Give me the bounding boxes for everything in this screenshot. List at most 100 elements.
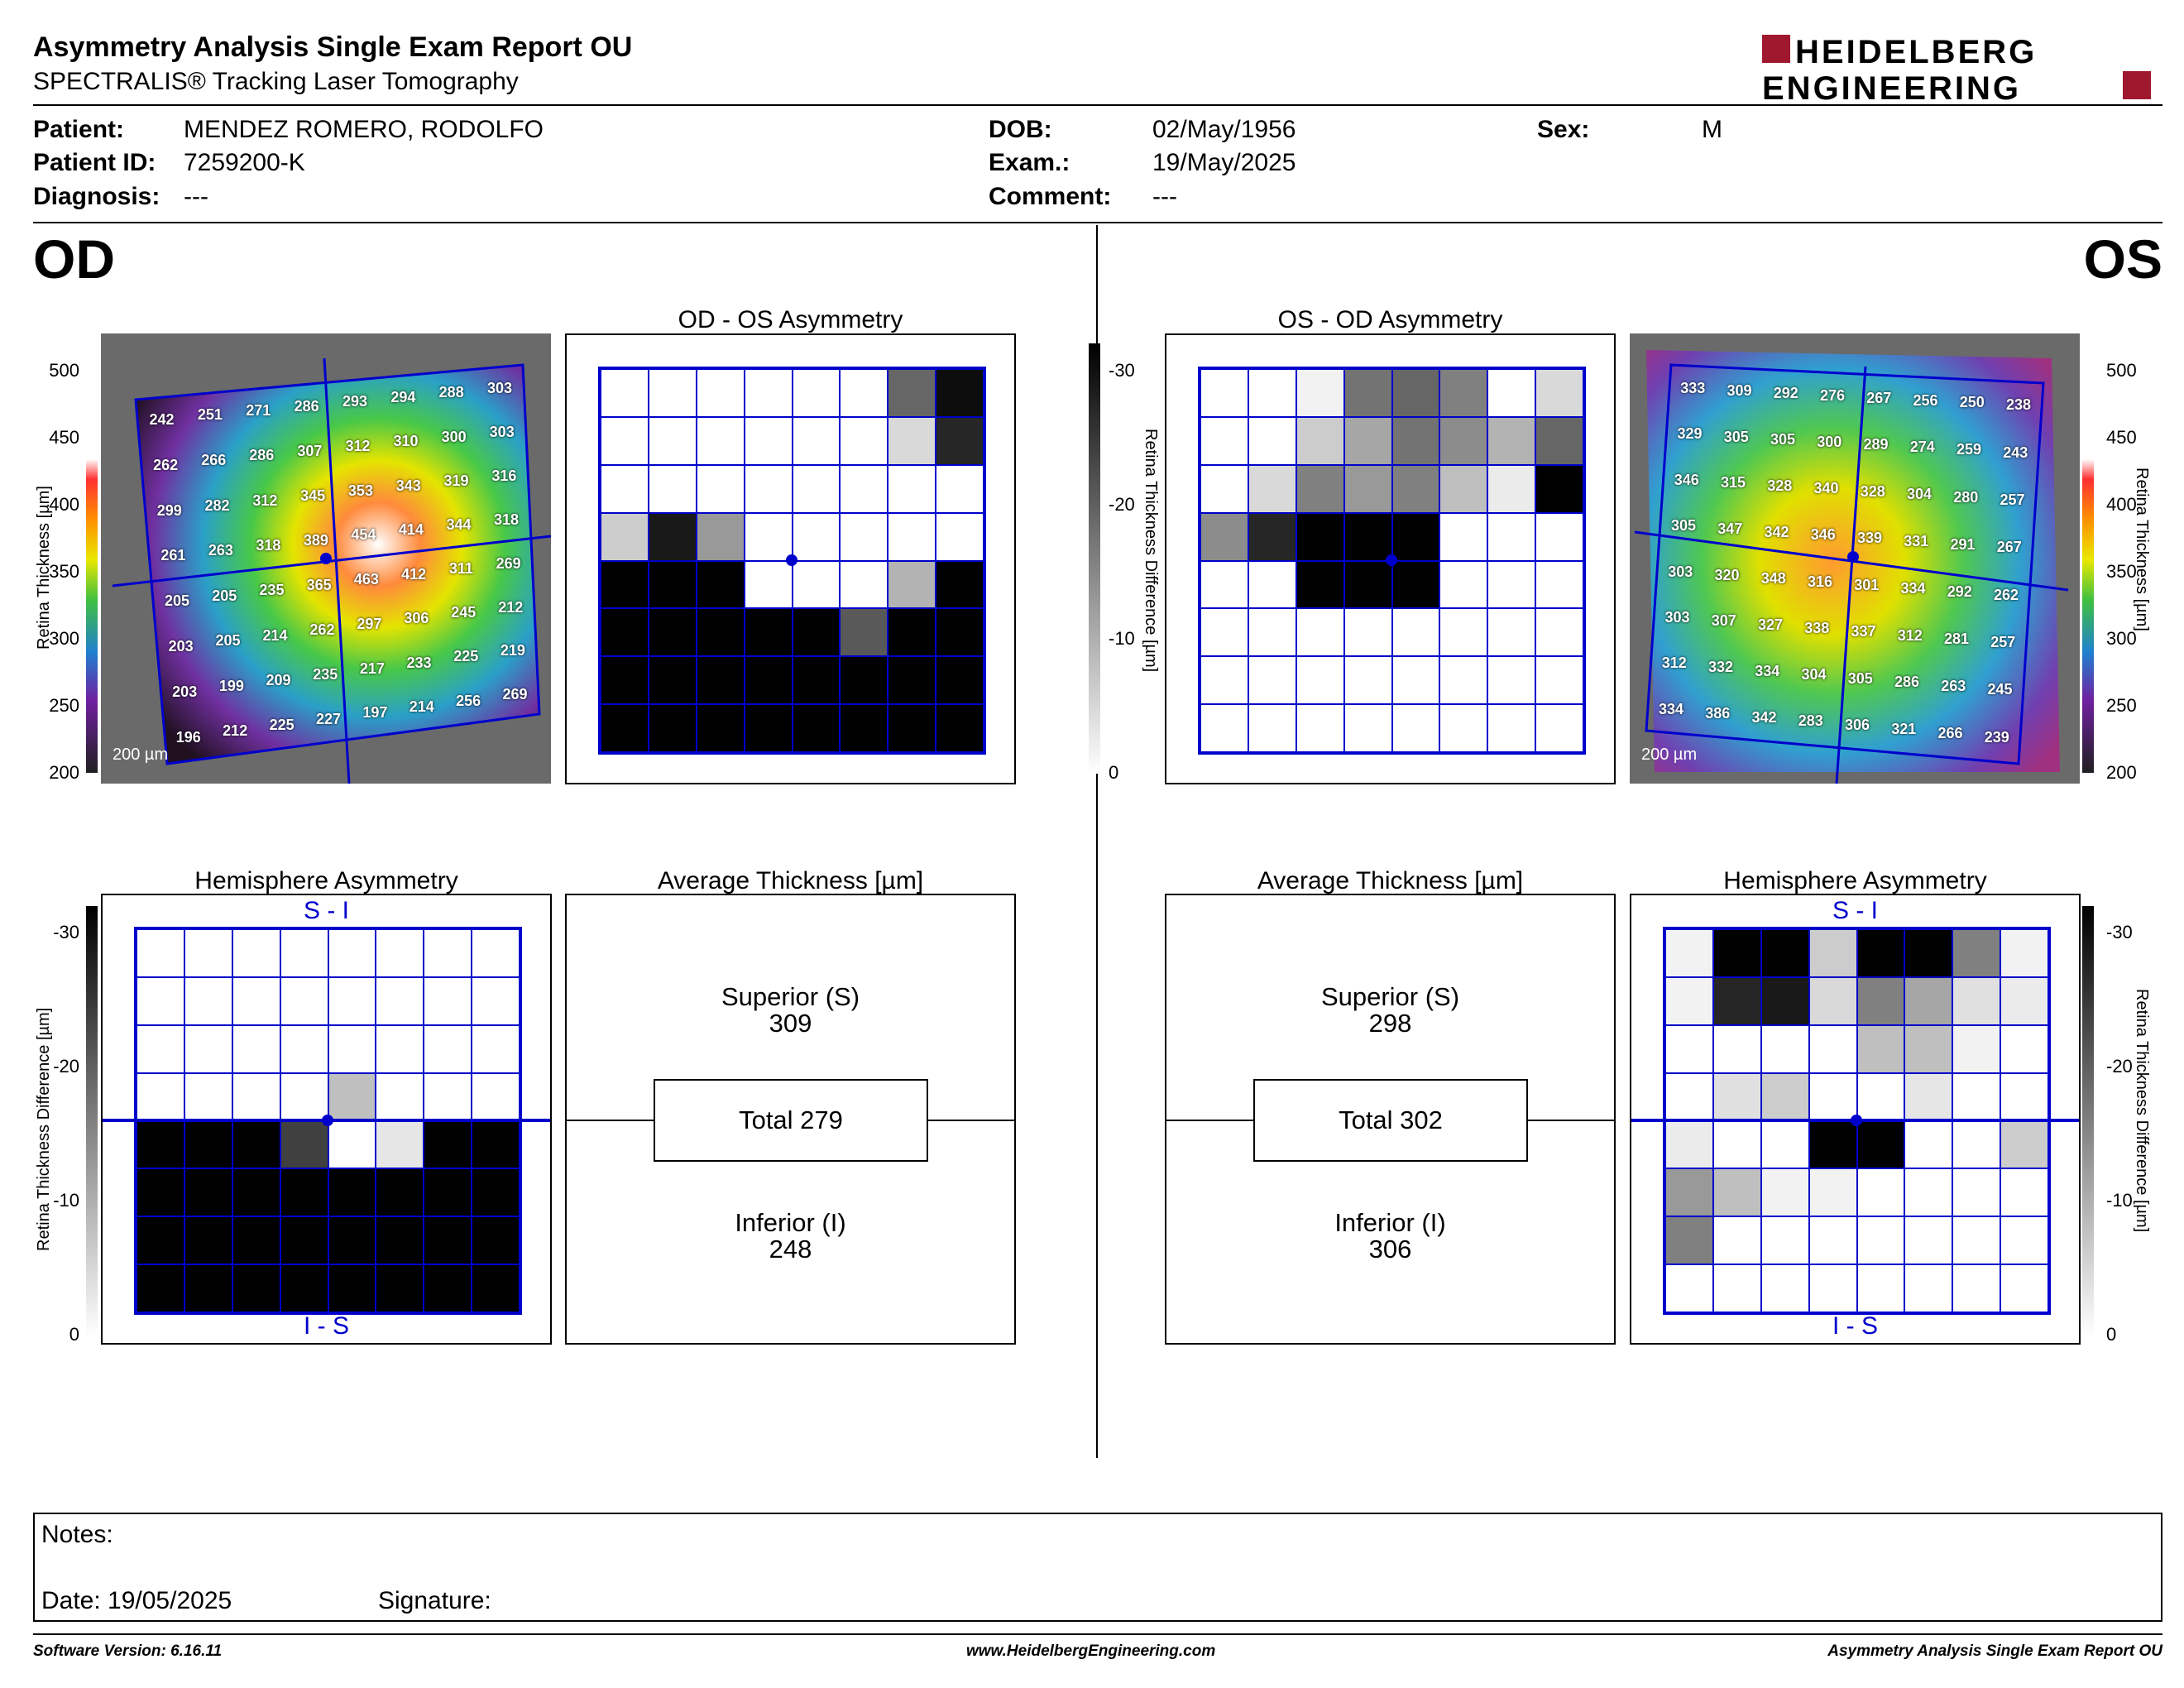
od-thickness-value: 345 bbox=[300, 487, 326, 504]
exam-label: Exam.: bbox=[989, 149, 1070, 176]
od-hemi-tick: -10 bbox=[53, 1190, 79, 1211]
os-hemisphere-cell bbox=[1904, 929, 1953, 977]
od-asymmetry-cell bbox=[696, 416, 745, 465]
os-thickness-axis-label: Retina Thickness [µm] bbox=[2133, 468, 2151, 631]
os-thickness-tick: 250 bbox=[2106, 695, 2137, 716]
od-hemi-axis-label: Retina Thickness Difference [µm] bbox=[35, 1007, 53, 1251]
os-hemisphere-cell bbox=[1808, 1072, 1857, 1121]
od-hemisphere-cell bbox=[424, 976, 472, 1025]
od-hemisphere-cell bbox=[424, 1120, 472, 1169]
od-asymmetry-cell bbox=[936, 608, 984, 657]
od-asymmetry-cell bbox=[648, 512, 697, 561]
od-asymmetry-cell bbox=[792, 512, 841, 561]
od-thickness-value: 227 bbox=[315, 710, 341, 727]
os-asymmetry-cell bbox=[1343, 369, 1392, 417]
od-asymmetry-cell bbox=[792, 464, 841, 513]
od-hemisphere-cell bbox=[376, 1216, 424, 1265]
od-thickness-value: 235 bbox=[259, 582, 285, 599]
od-thickness-tick: 450 bbox=[49, 427, 79, 448]
os-thickness-value: 305 bbox=[1670, 517, 1697, 535]
os-hemisphere-cell bbox=[1808, 1216, 1857, 1265]
od-hemisphere-cell bbox=[376, 1072, 424, 1121]
os-asymmetry-cell bbox=[1200, 704, 1248, 752]
od-thickness-value: 365 bbox=[306, 576, 332, 593]
od-hemisphere-cell bbox=[472, 1168, 520, 1217]
patient-name: MENDEZ ROMERO, RODOLFO bbox=[184, 116, 544, 143]
od-hemisphere-cell bbox=[472, 976, 520, 1025]
od-asymmetry-cell bbox=[601, 560, 649, 609]
os-hemisphere-cell bbox=[1760, 1264, 1809, 1312]
od-hemisphere-cell bbox=[184, 929, 232, 977]
od-thickness-value: 212 bbox=[498, 598, 524, 616]
od-asymmetry-cell bbox=[601, 704, 649, 752]
od-hemisphere-cell bbox=[472, 1264, 520, 1312]
od-hemisphere-cell bbox=[472, 1120, 520, 1169]
od-hemisphere-cell bbox=[376, 1024, 424, 1073]
os-asymmetry-cell bbox=[1296, 464, 1344, 513]
os-hemisphere-cell bbox=[1856, 1264, 1905, 1312]
od-thickness-value: 266 bbox=[201, 451, 227, 468]
od-asymmetry-cell bbox=[648, 656, 697, 705]
od-thickness-value: 271 bbox=[246, 402, 271, 420]
os-hemisphere-cell bbox=[1904, 1072, 1953, 1121]
od-asymmetry-grid bbox=[598, 367, 986, 755]
od-hemisphere-cell bbox=[232, 1264, 280, 1312]
os-hemisphere-cell bbox=[2000, 1168, 2048, 1217]
os-thickness-value: 312 bbox=[1661, 655, 1687, 672]
os-scale-bar: 200 µm bbox=[1641, 746, 1698, 764]
os-asymmetry-cell bbox=[1487, 608, 1536, 657]
os-hemisphere-cell bbox=[1760, 976, 1809, 1025]
od-asymmetry-cell bbox=[601, 608, 649, 657]
os-hemisphere-cell bbox=[1665, 1024, 1713, 1073]
os-thickness-tick: 300 bbox=[2106, 628, 2137, 649]
os-thickness-value: 280 bbox=[1953, 488, 1979, 506]
os-hemisphere-cell bbox=[1952, 976, 2001, 1025]
patient-id-label: Patient ID: bbox=[33, 149, 156, 176]
os-hemi-center bbox=[1851, 1115, 1862, 1126]
os-asymmetry-cell bbox=[1343, 416, 1392, 465]
os-thickness-value: 332 bbox=[1707, 658, 1734, 675]
od-thickness-tick: 500 bbox=[49, 360, 79, 381]
od-thickness-value: 214 bbox=[262, 626, 288, 644]
os-hemisphere-cell bbox=[1808, 1024, 1857, 1073]
od-asymmetry-cell bbox=[888, 704, 936, 752]
os-thickness-value: 267 bbox=[1996, 539, 2022, 556]
od-hemisphere-cell bbox=[328, 1264, 376, 1312]
os-asymmetry-cell bbox=[1200, 369, 1248, 417]
os-hemisphere-cell bbox=[1760, 1072, 1809, 1121]
os-thickness-value: 386 bbox=[1705, 704, 1731, 722]
os-thickness-value: 346 bbox=[1674, 471, 1699, 488]
os-asymmetry-cell bbox=[1296, 704, 1344, 752]
od-hemisphere-cell bbox=[184, 1168, 232, 1217]
od-asymmetry-cell bbox=[648, 560, 697, 609]
od-hemisphere-cell bbox=[280, 1216, 328, 1265]
os-hemisphere-cell bbox=[1904, 1024, 1953, 1073]
notes-date: Date: 19/05/2025 bbox=[41, 1587, 232, 1614]
os-asymmetry-cell bbox=[1200, 464, 1248, 513]
os-hemisphere-cell bbox=[1856, 1072, 1905, 1121]
od-hemisphere-cell bbox=[328, 929, 376, 977]
os-asymmetry-cell bbox=[1535, 464, 1583, 513]
footer-software-version: Software Version: 6.16.11 bbox=[33, 1642, 223, 1660]
od-hemisphere-cell bbox=[136, 1216, 184, 1265]
os-asymmetry-cell bbox=[1439, 560, 1488, 609]
od-hemisphere-cell bbox=[280, 1120, 328, 1169]
od-hemisphere-cell bbox=[136, 976, 184, 1025]
os-thickness-value: 305 bbox=[1770, 430, 1796, 448]
od-superior-label: Superior (S) bbox=[721, 982, 860, 1011]
od-thickness-value: 319 bbox=[443, 472, 469, 489]
dob: 02/May/1956 bbox=[1152, 116, 1296, 143]
os-asymmetry-cell bbox=[1439, 464, 1488, 513]
os-hemi-tick: -10 bbox=[2106, 1190, 2133, 1211]
od-thickness-value: 316 bbox=[491, 467, 517, 484]
os-thickness-value: 342 bbox=[1764, 523, 1789, 540]
od-asymmetry-cell bbox=[840, 464, 888, 513]
diff-tick: -10 bbox=[1109, 628, 1135, 649]
od-hemisphere-cell bbox=[280, 1072, 328, 1121]
os-hemisphere-cell bbox=[1665, 929, 1713, 977]
os-thickness-value: 320 bbox=[1714, 566, 1740, 583]
os-hemi-tick: -20 bbox=[2106, 1056, 2133, 1077]
od-thickness-value: 203 bbox=[172, 683, 198, 700]
svg-text:HEIDELBERG: HEIDELBERG bbox=[1795, 34, 2037, 70]
os-thickness-value: 329 bbox=[1677, 425, 1703, 443]
